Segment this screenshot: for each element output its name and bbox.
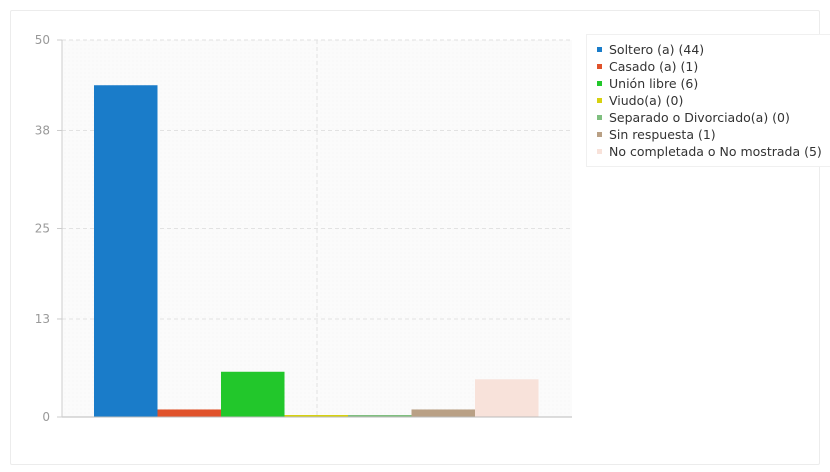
legend-label: Viudo(a) (0) <box>609 93 684 108</box>
legend-item[interactable]: No completada o No mostrada (5) <box>595 143 830 160</box>
legend-swatch <box>597 47 602 52</box>
legend-label: Sin respuesta (1) <box>609 127 716 142</box>
bar-3[interactable] <box>284 415 349 417</box>
bars <box>94 85 539 418</box>
y-tick-label: 13 <box>35 312 50 326</box>
legend: Soltero (a) (44) Casado (a) (1) Unión libr… <box>586 34 830 167</box>
legend-item[interactable]: Soltero (a) (44) <box>595 41 830 58</box>
legend-swatch <box>597 81 602 86</box>
legend-item[interactable]: Viudo(a) (0) <box>595 92 830 109</box>
legend-item[interactable]: Casado (a) (1) <box>595 58 830 75</box>
y-tick-label: 0 <box>42 410 50 424</box>
y-tick-label: 50 <box>35 33 50 47</box>
legend-label: No completada o No mostrada (5) <box>609 144 822 159</box>
legend-item[interactable]: Separado o Divorciado(a) (0) <box>595 109 830 126</box>
bar-0[interactable] <box>94 85 158 418</box>
legend-swatch <box>597 149 602 154</box>
bar-4[interactable] <box>348 415 412 417</box>
y-tick-label: 25 <box>35 222 50 236</box>
bar-2[interactable] <box>221 371 285 417</box>
y-axis: 0 13 25 38 50 <box>35 33 62 424</box>
legend-swatch <box>597 115 602 120</box>
legend-swatch <box>597 132 602 137</box>
legend-label: Unión libre (6) <box>609 76 699 91</box>
legend-label: Separado o Divorciado(a) (0) <box>609 110 790 125</box>
legend-item[interactable]: Sin respuesta (1) <box>595 126 830 143</box>
legend-item[interactable]: Unión libre (6) <box>595 75 830 92</box>
y-tick-label: 38 <box>35 123 50 137</box>
legend-label: Casado (a) (1) <box>609 59 699 74</box>
legend-swatch <box>597 98 602 103</box>
bar-1[interactable] <box>157 409 222 417</box>
legend-label: Soltero (a) (44) <box>609 42 705 57</box>
bar-6[interactable] <box>475 379 539 417</box>
bar-5[interactable] <box>411 409 476 417</box>
legend-swatch <box>597 64 602 69</box>
